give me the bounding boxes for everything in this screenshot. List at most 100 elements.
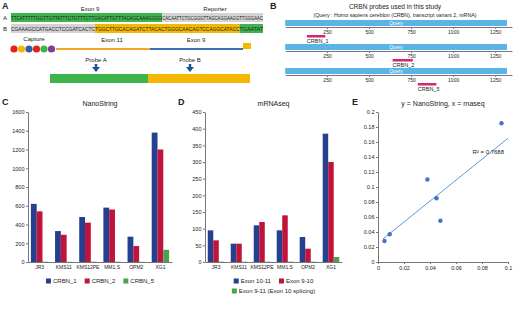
- probe-label: CRBN_5: [418, 86, 440, 92]
- point: [382, 239, 386, 243]
- tick-label: 100: [192, 226, 201, 232]
- bar: [163, 250, 169, 262]
- tick-label: KMS12PE: [76, 264, 100, 270]
- tick-label: JR3: [212, 264, 221, 270]
- tick-label: OPM2: [129, 264, 143, 270]
- bar: [208, 230, 214, 262]
- tick: 800: [15, 184, 28, 190]
- bar: [334, 257, 340, 262]
- reporter-bead: [33, 45, 40, 52]
- tick: 1000: [448, 75, 459, 83]
- tick-label: KMS11: [231, 264, 247, 270]
- sequence-segment: [239, 24, 263, 33]
- bars: [208, 134, 339, 262]
- tick: KMS11: [56, 262, 72, 270]
- reporter-bead: [40, 45, 47, 52]
- bar: [109, 210, 115, 263]
- bar: [231, 244, 237, 262]
- tick-mark: [26, 225, 28, 226]
- bar: [311, 261, 317, 262]
- tick-label: 1250: [490, 53, 501, 59]
- bar: [42, 261, 48, 262]
- tick-label: 1000: [12, 166, 24, 172]
- bar: [323, 134, 329, 262]
- tick: 300: [192, 159, 205, 165]
- tick-label: 0: [377, 265, 380, 271]
- tick-mark: [26, 206, 28, 207]
- legend-swatch: [279, 279, 284, 284]
- tick-mark: [203, 195, 205, 196]
- tick: KMS11: [231, 262, 247, 270]
- tick: 0.04: [425, 262, 436, 271]
- chart-scatter: 00.020.040.060.080.10.120.140.160.180.20…: [364, 100, 513, 271]
- panel-label: E: [352, 97, 358, 107]
- tick-mark: [376, 187, 378, 188]
- tick: 500: [365, 75, 374, 83]
- tick-mark: [376, 172, 378, 173]
- tick-mark: [456, 262, 457, 264]
- tick: 1000: [12, 166, 28, 172]
- bar: [213, 240, 219, 262]
- axis-line: [28, 113, 29, 263]
- tick-label: 250: [192, 176, 201, 182]
- tick: XG1: [326, 262, 336, 270]
- row-label: A: [3, 15, 7, 21]
- bars: [31, 133, 169, 262]
- tick-mark: [203, 262, 205, 263]
- legend-item: CRBN_1: [46, 278, 77, 284]
- tick-label: 0.02: [399, 265, 410, 271]
- tick: 750: [407, 75, 416, 83]
- bar: [265, 261, 271, 262]
- title: y = NanoString, x = rnaseq: [401, 100, 484, 108]
- tick-label: 0.14: [364, 154, 375, 160]
- tick-label: JR3: [35, 264, 44, 270]
- reporter-bead: [25, 45, 32, 52]
- probe-a-line: [56, 48, 150, 50]
- arrow-head: [186, 67, 194, 72]
- bar: [61, 235, 67, 262]
- tick-label: 200: [15, 241, 24, 247]
- tick: 150: [192, 209, 205, 215]
- tick: 1250: [490, 27, 501, 35]
- tick-mark: [376, 157, 378, 158]
- tick-label: 1000: [448, 29, 459, 35]
- tick-label: 800: [15, 184, 24, 190]
- y-axis: 02004006008001000120014001600: [12, 109, 28, 265]
- tick-label: 0: [198, 259, 201, 265]
- tick: KMS12PE: [250, 262, 274, 270]
- tick-mark: [482, 262, 483, 264]
- sequence-text: TGGCTTGCACAGATCTTACACTGGGCAACAGTCCAGGCAT…: [95, 26, 240, 32]
- query-bar: [285, 20, 507, 26]
- tick-label: 250: [323, 29, 332, 35]
- bar: [152, 133, 158, 262]
- bar: [254, 225, 260, 262]
- panel-b: CRBN probes used in this study(Query : H…: [285, 3, 512, 92]
- figure: ABCDEATTCATTTTTGGTTGTTATTTCTGTTTCTTGACAT…: [0, 0, 520, 313]
- query-label: Query: [389, 44, 403, 50]
- tick-mark: [26, 150, 28, 151]
- tick: 500: [365, 27, 374, 35]
- axis-line: [206, 262, 343, 263]
- tick-mark: [378, 262, 379, 264]
- bar: [79, 217, 85, 262]
- reporter-bead: [48, 45, 55, 52]
- tick-label: 50: [195, 243, 201, 249]
- tick: 1600: [12, 109, 28, 115]
- tick-label: MM1.S: [277, 264, 294, 270]
- diagram-label: Exon 9: [187, 37, 206, 43]
- panel-label: B: [270, 1, 277, 11]
- tick-mark: [203, 212, 205, 213]
- tick: 0.02: [399, 262, 410, 271]
- tick-mark: [203, 162, 205, 163]
- y-axis: 00.020.040.060.080.10.120.140.160.180.2: [364, 109, 379, 265]
- title: NanoString: [82, 100, 117, 108]
- x-axis: JR3KMS11KMS12PEMM1.SOPM2XG1: [29, 262, 173, 270]
- point: [499, 121, 503, 125]
- bar: [288, 261, 294, 262]
- tick: 1250: [490, 75, 501, 83]
- diagram-label: Probe A: [85, 57, 106, 63]
- bar: [277, 230, 283, 262]
- axis-line: [286, 27, 513, 28]
- tick: 750: [407, 51, 416, 59]
- tick-label: 500: [365, 53, 374, 59]
